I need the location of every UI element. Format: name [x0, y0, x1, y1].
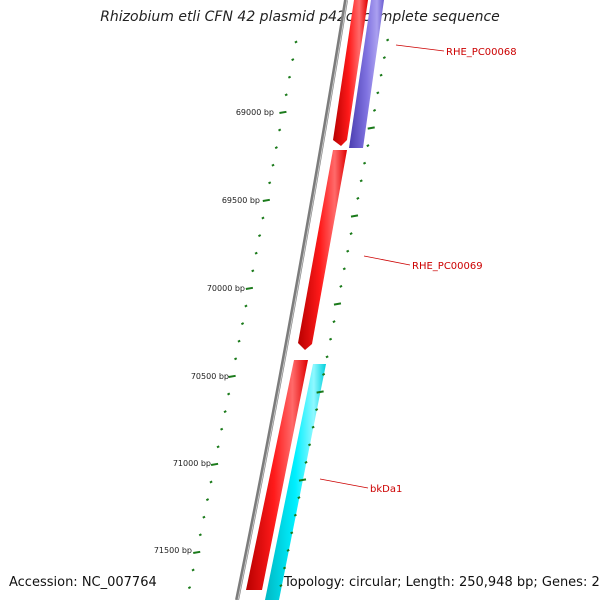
ruler-label-69000: 69000 bp: [236, 108, 274, 117]
ruler-minor-tick: [240, 322, 245, 326]
ruler-minor-tick: [294, 40, 298, 44]
ruler-minor-tick: [311, 425, 315, 429]
ruler-minor-tick: [271, 163, 275, 167]
ruler-major-tick: [279, 110, 287, 114]
ruler-major-tick: [316, 390, 324, 394]
ruler-minor-tick: [223, 410, 227, 414]
ruler-minor-tick: [386, 38, 390, 42]
ruler-minor-tick: [261, 216, 265, 220]
cds-red-upper[interactable]: [333, 0, 368, 146]
ruler-minor-tick: [268, 181, 272, 185]
cds-red-middle[interactable]: [298, 150, 347, 350]
leader-rhe-pc00068: [395, 44, 445, 52]
ruler-minor-tick: [349, 232, 353, 236]
ruler-label-69500: 69500 bp: [222, 196, 260, 205]
ruler-minor-tick: [304, 460, 308, 464]
gene-labels: RHE_PC00068 RHE_PC00069 bkDa1: [370, 47, 517, 495]
ruler-minor-tick: [287, 75, 292, 79]
ruler-minor-tick: [366, 144, 370, 148]
ruler-minor-tick: [202, 515, 206, 519]
ruler-major-tick: [367, 126, 375, 130]
backbone-ring: [235, 0, 348, 600]
ruler-minor-tick: [328, 337, 333, 341]
ruler-major-tick: [245, 286, 254, 290]
ruler-minor-tick: [237, 339, 241, 343]
ruler-major-tick: [210, 462, 219, 466]
ruler-labels: 69000 bp 69500 bp 70000 bp 70500 bp 7100…: [154, 108, 274, 555]
ruler-minor-tick: [290, 531, 294, 535]
ruler-major-tick: [350, 214, 359, 218]
ruler-minor-tick: [278, 128, 282, 132]
ruler-minor-tick: [220, 427, 224, 431]
gene-label-leaders: [319, 44, 445, 489]
gene-label-bkda1[interactable]: bkDa1: [370, 484, 402, 495]
ruler-minor-tick: [227, 392, 231, 396]
ruler-minor-tick: [356, 196, 360, 200]
ruler-minor-tick: [234, 357, 238, 361]
backbone-ring-highlight: [237, 0, 348, 600]
ruler-label-70000: 70000 bp: [207, 284, 245, 293]
topology-summary: Topology: circular; Length: 250,948 bp; …: [284, 575, 600, 590]
ruler-minor-tick: [379, 73, 383, 77]
cds-purple-rhe-pc00068[interactable]: [349, 0, 384, 148]
ruler-minor-tick: [342, 267, 346, 271]
ruler-label-70500: 70500 bp: [191, 372, 229, 381]
accession-text: Accession: NC_007764: [9, 575, 157, 590]
ruler-minor-tick: [284, 93, 288, 97]
ruler-minor-tick: [209, 480, 213, 484]
ruler-minor-tick: [307, 443, 312, 447]
ruler-major-tick: [262, 198, 270, 202]
leader-bkda1: [319, 478, 369, 489]
ruler-minor-tick: [332, 320, 336, 324]
ruler-minor-tick: [274, 146, 278, 150]
ruler-minor-tick: [362, 161, 367, 165]
gene-label-rhe-pc00068[interactable]: RHE_PC00068: [446, 47, 517, 58]
ruler-minor-tick: [346, 249, 350, 253]
map-title: Rhizobium etli CFN 42 plasmid p42c, comp…: [100, 9, 500, 25]
cds-red-lower[interactable]: [246, 360, 308, 590]
ruler-ticks: [187, 38, 390, 590]
ruler-minor-tick: [282, 566, 287, 570]
ruler-major-tick: [333, 302, 342, 306]
ruler-minor-tick: [315, 408, 319, 412]
ruler-minor-tick: [257, 234, 262, 238]
ruler-minor-tick: [286, 548, 290, 552]
ruler-minor-tick: [254, 251, 258, 255]
ruler-minor-tick: [216, 445, 220, 449]
ruler-major-tick: [298, 478, 307, 482]
ruler-minor-tick: [325, 355, 329, 359]
ruler-minor-tick: [297, 496, 301, 500]
ruler-minor-tick: [251, 269, 255, 273]
ruler-minor-tick: [244, 304, 248, 308]
ruler-major-tick: [228, 374, 236, 378]
gene-label-rhe-pc00069[interactable]: RHE_PC00069: [412, 261, 483, 272]
ruler-minor-tick: [191, 568, 195, 572]
ruler-minor-tick: [198, 533, 202, 537]
ruler-minor-tick: [291, 58, 295, 62]
ruler-minor-tick: [293, 513, 297, 517]
ruler-minor-tick: [339, 284, 343, 288]
cds-cyan-bkda1[interactable]: [265, 364, 326, 600]
ruler-minor-tick: [376, 91, 380, 95]
ruler-minor-tick: [382, 56, 386, 60]
leader-rhe-pc00069: [363, 255, 411, 266]
ruler-minor-tick: [322, 372, 326, 376]
ruler-label-71000: 71000 bp: [173, 459, 211, 468]
ruler-minor-tick: [205, 498, 210, 502]
ruler-major-tick: [193, 550, 201, 554]
ruler-minor-tick: [279, 584, 283, 588]
ruler-label-71500: 71500 bp: [154, 546, 192, 555]
ruler-minor-tick: [372, 108, 377, 112]
ruler-minor-tick: [359, 179, 363, 183]
ruler-minor-tick: [187, 586, 192, 590]
